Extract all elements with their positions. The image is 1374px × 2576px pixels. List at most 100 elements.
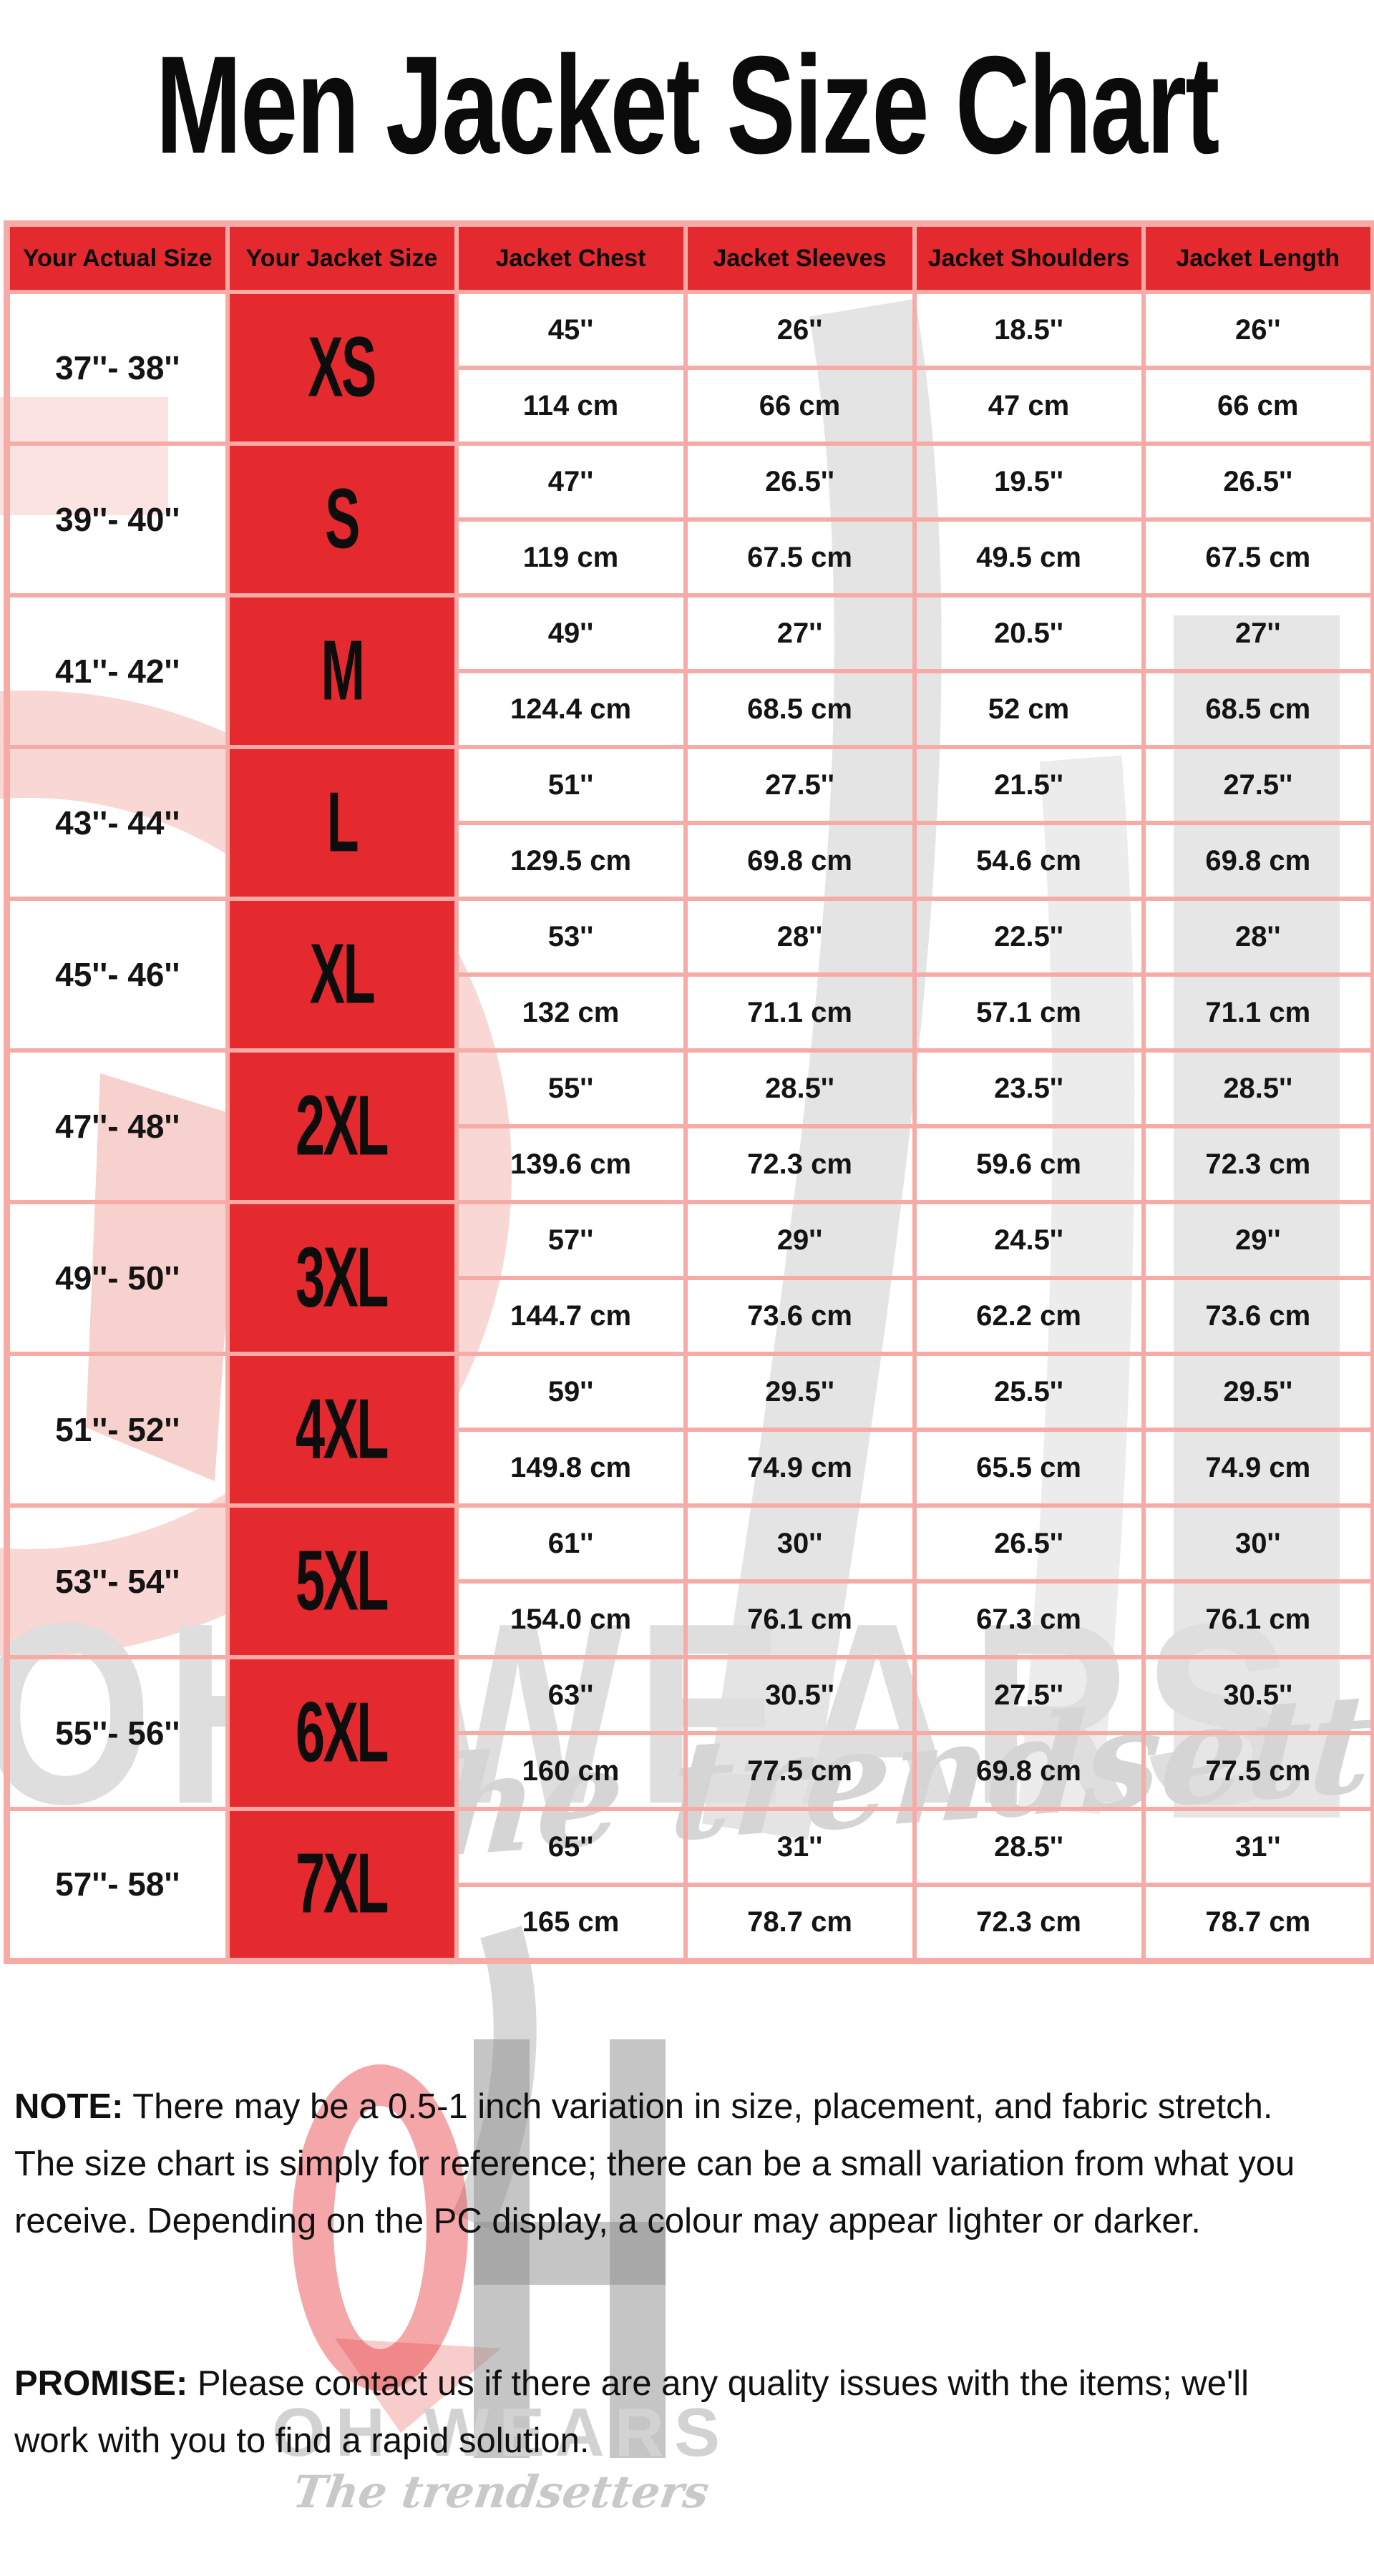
measurement-cm-cell: 67.3 cm (912, 1579, 1146, 1659)
size-row-cm: 114 cm 66 cm 47 cm 66 cm (7, 366, 1374, 446)
measurement-cm-cell: 66 cm (1141, 366, 1374, 446)
jacket-size-cell: 2XL (225, 1048, 459, 1204)
actual-size-cell: 43''- 44'' (4, 745, 230, 901)
jacket-size-cell: 6XL (225, 1655, 459, 1811)
measurement-inch-cell: 30'' (1141, 1503, 1374, 1584)
measurement-inch-cell: 31'' (683, 1807, 917, 1887)
actual-size-cell: 53''- 54'' (4, 1503, 230, 1659)
measurement-inch-cell: 25.5'' (912, 1352, 1146, 1432)
size-row-inches: 43''- 44'' L 51'' 27.5'' 21.5'' 27.5'' (4, 745, 1374, 901)
measurement-cm-cell: 54.6 cm (912, 821, 1146, 901)
actual-size-cell: 51''- 52'' (4, 1352, 230, 1508)
measurement-cm-cell: 72.3 cm (912, 1883, 1146, 1963)
actual-size-cell: 45''- 46'' (4, 897, 230, 1053)
size-row-inches: 47''- 48'' 2XL 55'' 28.5'' 23.5'' 28.5'' (4, 1048, 1374, 1204)
header-actual-size: Your Actual Size (4, 221, 230, 294)
measurement-cm-cell: 77.5 cm (683, 1731, 917, 1811)
promise-label: PROMISE: (14, 2364, 188, 2403)
note-paragraph: NOTE: There may be a 0.5-1 inch variatio… (14, 2079, 1324, 2250)
jacket-size-cell: 3XL (225, 1200, 459, 1356)
size-row-cm: 160 cm 77.5 cm 69.8 cm 77.5 cm (7, 1731, 1374, 1811)
size-row-cm: 165 cm 78.7 cm 72.3 cm 78.7 cm (7, 1883, 1374, 1963)
measurement-cm-cell: 67.5 cm (683, 517, 917, 597)
header-jacket-shoulders: Jacket Shoulders (912, 221, 1146, 294)
size-row-inches: 49''- 50'' 3XL 57'' 29'' 24.5'' 29'' (4, 1200, 1374, 1356)
measurement-inch-cell: 28'' (683, 897, 917, 977)
measurement-cm-cell: 72.3 cm (1141, 1124, 1374, 1204)
measurement-inch-cell: 51'' (454, 745, 688, 825)
table-header-row: Your Actual Size Your Jacket Size Jacket… (4, 221, 1374, 294)
measurement-cm-cell: 68.5 cm (1141, 669, 1374, 749)
promise-text: Please contact us if there are any quali… (14, 2364, 1249, 2460)
size-row-cm: 132 cm 71.1 cm 57.1 cm 71.1 cm (7, 972, 1374, 1053)
jacket-size-label: 4XL (296, 1382, 389, 1477)
promise-paragraph: PROMISE: Please contact us if there are … (14, 2356, 1324, 2470)
size-row-cm: 124.4 cm 68.5 cm 52 cm 68.5 cm (7, 669, 1374, 749)
measurement-cm-cell: 59.6 cm (912, 1124, 1146, 1204)
measurement-cm-cell: 77.5 cm (1141, 1731, 1374, 1811)
measurement-cm-cell: 124.4 cm (454, 669, 688, 749)
size-row-cm: 154.0 cm 76.1 cm 67.3 cm 76.1 cm (7, 1579, 1374, 1659)
jacket-size-cell: 4XL (225, 1352, 459, 1508)
actual-size-cell: 39''- 40'' (4, 441, 230, 597)
jacket-size-label: 7XL (296, 1837, 389, 1932)
measurement-cm-cell: 129.5 cm (454, 821, 688, 901)
measurement-inch-cell: 26'' (683, 290, 917, 370)
measurement-inch-cell: 49'' (454, 593, 688, 673)
measurement-inch-cell: 26.5'' (683, 441, 917, 522)
measurement-inch-cell: 26'' (1141, 290, 1374, 370)
measurement-inch-cell: 61'' (454, 1503, 688, 1584)
measurement-inch-cell: 28.5'' (1141, 1048, 1374, 1128)
measurement-inch-cell: 21.5'' (912, 745, 1146, 825)
measurement-inch-cell: 53'' (454, 897, 688, 977)
measurement-cm-cell: 52 cm (912, 669, 1146, 749)
measurement-cm-cell: 160 cm (454, 1731, 688, 1811)
measurement-inch-cell: 45'' (454, 290, 688, 370)
actual-size-cell: 47''- 48'' (4, 1048, 230, 1204)
measurement-cm-cell: 76.1 cm (1141, 1579, 1374, 1659)
size-row-inches: 45''- 46'' XL 53'' 28'' 22.5'' 28'' (4, 897, 1374, 1053)
header-jacket-length: Jacket Length (1141, 221, 1374, 294)
note-label: NOTE: (14, 2087, 124, 2126)
page-title: Men Jacket Size Chart (155, 27, 1220, 183)
measurement-cm-cell: 71.1 cm (1141, 972, 1374, 1053)
measurement-cm-cell: 65.5 cm (912, 1428, 1146, 1508)
size-row-cm: 139.6 cm 72.3 cm 59.6 cm 72.3 cm (7, 1124, 1374, 1204)
measurement-inch-cell: 30.5'' (1141, 1655, 1374, 1735)
measurement-cm-cell: 72.3 cm (683, 1124, 917, 1204)
measurement-cm-cell: 149.8 cm (454, 1428, 688, 1508)
size-row-cm: 149.8 cm 74.9 cm 65.5 cm 74.9 cm (7, 1428, 1374, 1508)
measurement-cm-cell: 49.5 cm (912, 517, 1146, 597)
measurement-cm-cell: 78.7 cm (1141, 1883, 1374, 1963)
measurement-inch-cell: 27.5'' (1141, 745, 1374, 825)
measurement-inch-cell: 30.5'' (683, 1655, 917, 1735)
measurement-cm-cell: 47 cm (912, 366, 1146, 446)
measurement-inch-cell: 22.5'' (912, 897, 1146, 977)
size-row-inches: 55''- 56'' 6XL 63'' 30.5'' 27.5'' 30.5'' (4, 1655, 1374, 1811)
jacket-size-cell: XL (225, 897, 459, 1053)
jacket-size-label: S (325, 472, 360, 567)
measurement-inch-cell: 26.5'' (1141, 441, 1374, 522)
jacket-size-label: 2XL (296, 1079, 389, 1174)
header-jacket-size: Your Jacket Size (225, 221, 459, 294)
measurement-inch-cell: 59'' (454, 1352, 688, 1432)
measurement-inch-cell: 20.5'' (912, 593, 1146, 673)
measurement-cm-cell: 165 cm (454, 1883, 688, 1963)
measurement-inch-cell: 18.5'' (912, 290, 1146, 370)
measurement-cm-cell: 74.9 cm (1141, 1428, 1374, 1508)
size-row-inches: 51''- 52'' 4XL 59'' 29.5'' 25.5'' 29.5'' (4, 1352, 1374, 1508)
jacket-size-cell: S (225, 441, 459, 597)
measurement-cm-cell: 76.1 cm (683, 1579, 917, 1659)
measurement-inch-cell: 57'' (454, 1200, 688, 1280)
measurement-inch-cell: 27'' (683, 593, 917, 673)
measurement-inch-cell: 31'' (1141, 1807, 1374, 1887)
header-jacket-sleeves: Jacket Sleeves (683, 221, 917, 294)
measurement-cm-cell: 74.9 cm (683, 1428, 917, 1508)
jacket-size-label: 5XL (296, 1534, 389, 1629)
size-row-inches: 39''- 40'' S 47'' 26.5'' 19.5'' 26.5'' (4, 441, 1374, 597)
watermark-tagline-text-small: The trendsetters (289, 2466, 713, 2518)
measurement-cm-cell: 139.6 cm (454, 1124, 688, 1204)
jacket-size-label: 3XL (296, 1231, 389, 1325)
measurement-cm-cell: 114 cm (454, 366, 688, 446)
